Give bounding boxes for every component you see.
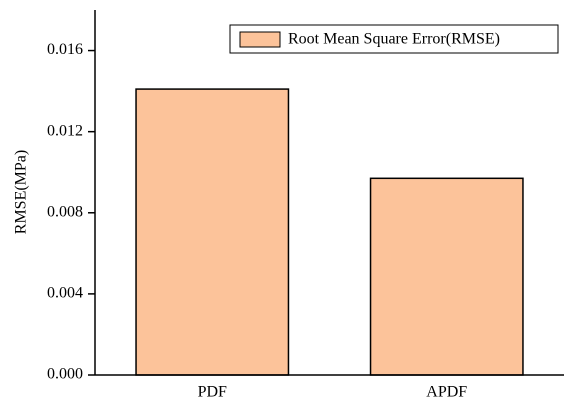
x-tick-label: APDF: [426, 384, 467, 401]
y-tick-label: 0.016: [47, 41, 83, 58]
y-tick-label: 0.008: [47, 203, 83, 220]
y-tick-label: 0.012: [47, 122, 83, 139]
y-axis-label: RMSE(MPa): [13, 150, 30, 234]
legend-label: Root Mean Square Error(RMSE): [288, 31, 500, 48]
y-tick-label: 0.004: [47, 285, 83, 302]
legend-swatch: [239, 31, 281, 48]
bar: [369, 177, 524, 376]
bar: [135, 88, 290, 376]
legend-box: [229, 24, 559, 54]
y-tick-label: 0.000: [47, 366, 83, 383]
x-tick-label: PDF: [198, 384, 227, 401]
